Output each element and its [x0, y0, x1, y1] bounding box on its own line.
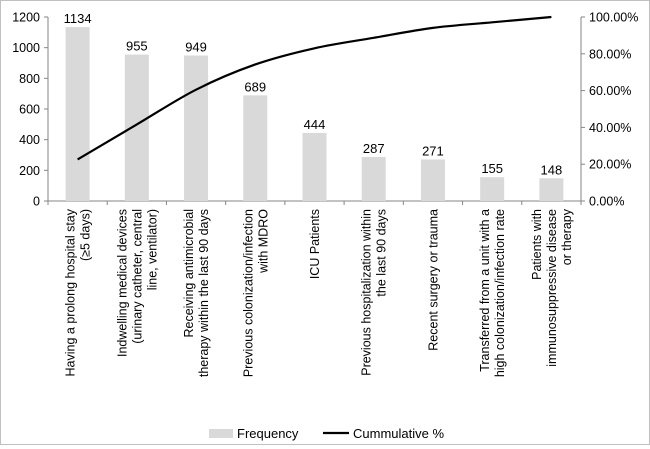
category-label: Previous colonization/infectionwith MDRO [241, 209, 270, 377]
category-label-line: ICU Patients [308, 209, 322, 279]
left-tick-label: 1000 [12, 41, 40, 55]
data-label: 1134 [64, 11, 92, 26]
category-label: ICU Patients [308, 209, 322, 279]
cumulative-line-group [77, 15, 552, 161]
data-label: 949 [185, 39, 207, 54]
data-label: 444 [304, 117, 326, 132]
bar [361, 156, 386, 201]
left-tick-label: 1200 [12, 11, 40, 25]
right-tick-label: 20.00% [589, 158, 631, 172]
left-tick-label: 200 [19, 164, 40, 178]
category-label-line: Transferred from a unit with a [478, 209, 492, 372]
data-label: 271 [422, 143, 444, 158]
category-label: Having a prolong hospital stay(≥5 days) [64, 208, 93, 376]
right-tick-label: 80.00% [589, 47, 631, 61]
bar [420, 159, 445, 201]
legend-label-cumulative: Cummulative % [353, 426, 444, 441]
category-labels: Having a prolong hospital stay(≥5 days) I… [64, 208, 574, 377]
bar [65, 27, 90, 202]
category-label-line: with MDRO [256, 209, 270, 274]
category-label-line: Indwelling medical devices [115, 209, 129, 357]
category-label-line: the last 90 days [375, 209, 389, 297]
data-label: 955 [126, 39, 148, 54]
category-label-line: Recent surgery or trauma [426, 209, 440, 351]
category-label-line: (urinary catheter, central [130, 209, 144, 344]
bars [65, 27, 564, 202]
category-label-line: immunosuppressive disease [545, 209, 559, 367]
right-tick-label: 0.00% [589, 195, 624, 209]
legend: Frequency Cummulative % [209, 426, 444, 441]
bar [302, 132, 327, 201]
category-label-line: line, ventilator) [145, 209, 159, 290]
legend-swatch-frequency [209, 429, 233, 438]
category-label: Receiving antimicrobialtherapy within th… [182, 209, 211, 377]
left-tick-label: 600 [19, 103, 40, 117]
category-label-line: or therapy [560, 208, 574, 265]
category-label: Transferred from a unit with ahigh colon… [478, 209, 507, 377]
right-tick-label: 100.00% [589, 11, 638, 25]
data-label: 155 [481, 161, 503, 176]
bar [184, 55, 209, 202]
axes: 0 200 400 600 800 1000 1200 0.00% 20.00% 40.00% 60… [12, 11, 638, 209]
category-label: Recent surgery or trauma [426, 209, 440, 351]
category-label-line: Patients with [530, 209, 544, 280]
category-label-line: therapy within the last 90 days [197, 209, 211, 377]
bar [243, 95, 268, 201]
category-label-line: Receiving antimicrobial [182, 209, 196, 338]
right-tick-label: 40.00% [589, 121, 631, 135]
left-tick-label: 800 [19, 72, 40, 86]
legend-label-frequency: Frequency [237, 426, 299, 441]
category-label-line: (≥5 days) [79, 209, 93, 261]
category-label: Previous hospitalization withinthe last … [360, 209, 389, 376]
bar [539, 178, 564, 201]
category-label-line: Previous hospitalization within [360, 209, 374, 376]
bar [124, 54, 149, 201]
data-label: 148 [541, 162, 563, 177]
data-label: 689 [244, 79, 266, 94]
category-label-line: high colonization/infection rate [493, 209, 507, 377]
bar [480, 177, 505, 201]
left-tick-label: 0 [33, 195, 40, 209]
data-labels: 1134 955 949 689 444 287 271 155 148 [64, 11, 563, 177]
right-tick-label: 60.00% [589, 84, 631, 98]
data-label: 287 [363, 141, 385, 156]
category-label: Indwelling medical devices(urinary cathe… [115, 209, 159, 357]
category-label-line: Having a prolong hospital stay [64, 208, 78, 376]
left-tick-label: 400 [19, 133, 40, 147]
category-label: Patients withimmunosuppressive diseaseor… [530, 208, 574, 366]
category-label-line: Previous colonization/infection [241, 209, 255, 377]
cumulative-line [77, 15, 552, 161]
